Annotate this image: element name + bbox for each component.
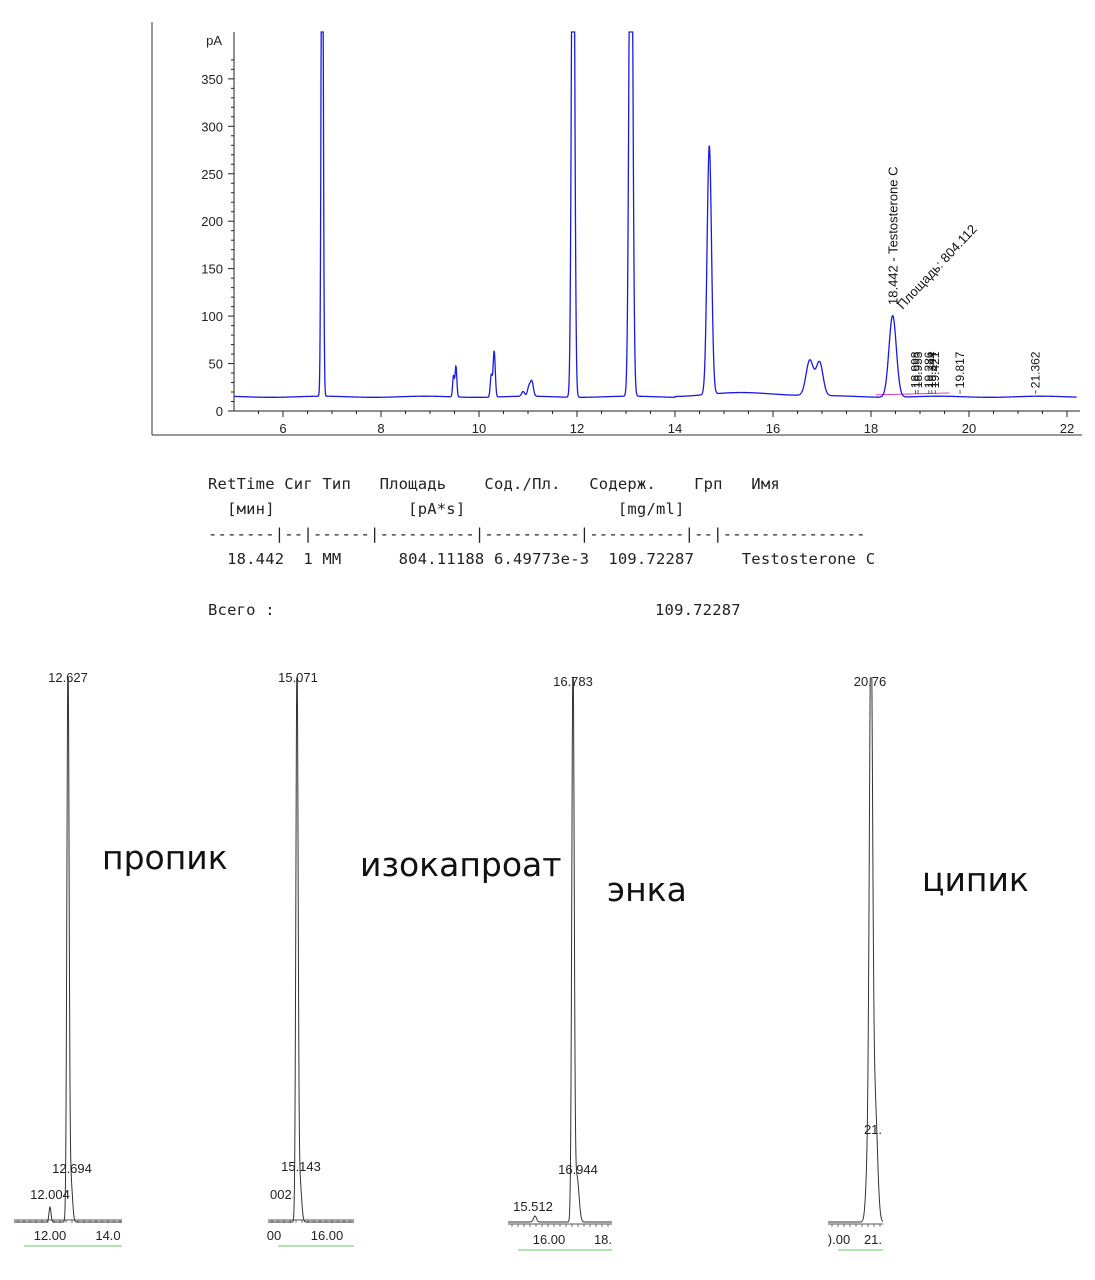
signal-trace — [233, 31, 1077, 398]
x-tick-label: 22 — [1060, 421, 1074, 436]
mini-peak-label: 12.694 — [52, 1161, 92, 1176]
mini-chromatogram-enka: 16.783 16.944 15.512 16.00 18. — [508, 674, 612, 1251]
mini-trace — [828, 677, 884, 1223]
x-tick-label: 20 — [962, 421, 976, 436]
report-total-value: 109.72287 — [655, 601, 741, 619]
x-tick-label: 8 — [377, 421, 384, 436]
small-peak-label: 19.817 — [953, 351, 967, 388]
small-peak-label: 18.953 — [911, 351, 925, 388]
mini-axis-label: 12.00 — [34, 1228, 67, 1243]
y-tick-label: 350 — [201, 72, 223, 87]
mini-trace — [268, 677, 354, 1223]
mini-peak-label: 21. — [864, 1122, 882, 1137]
mini-peak-label: 15.512 — [513, 1199, 553, 1214]
small-peak-label: 19.421 — [928, 351, 942, 388]
x-tick-label: 14 — [668, 421, 682, 436]
mini-axis-label: 16.00 — [533, 1232, 566, 1247]
report-units-row: [мин] [pA*s] [mg/ml] — [208, 500, 685, 518]
x-tick-label: 10 — [472, 421, 486, 436]
label-isocaproate: изокапроат — [360, 845, 562, 884]
report-data-row: 18.442 1 MM 804.11188 6.49773e-3 109.722… — [208, 550, 876, 568]
y-tick-label: 0 — [216, 404, 223, 419]
mini-chromatogram-propik: 12.627 12.694 12.004 12.00 14.0 — [14, 670, 122, 1247]
x-tick-label: 18 — [864, 421, 878, 436]
mini-peak-label: 16.783 — [553, 674, 593, 689]
mini-peak-label: 12.004 — [30, 1187, 70, 1202]
y-tick-label: 100 — [201, 309, 223, 324]
y-tick-label: 200 — [201, 214, 223, 229]
mini-peak-label: 15.071 — [278, 670, 318, 685]
y-tick-label: 150 — [201, 262, 223, 277]
chart-axes: 0 50 100 150 200 250 300 350 pA 6 8 10 12 14 16 18 20 22 — [151, 22, 1082, 436]
small-peak-label: 21.362 — [1029, 351, 1043, 388]
mini-trace — [508, 677, 612, 1223]
label-enka: энка — [607, 870, 687, 909]
mini-peak-label: 15.143 — [281, 1159, 321, 1174]
y-tick-label: 300 — [201, 119, 223, 134]
label-cipik: ципик — [922, 860, 1029, 899]
mini-chromatogram-cipik: 20.76 21. ).00 21. — [828, 674, 887, 1251]
small-peak-label: 19.344 — [925, 351, 939, 388]
peak-area-label: Площадь: 804.112 — [894, 221, 980, 312]
x-tick-label: 16 — [766, 421, 780, 436]
integration-baseline — [875, 392, 950, 396]
mini-axis-label: 21. — [864, 1232, 882, 1247]
mini-trace — [14, 677, 122, 1223]
mini-peak-label: 002 — [270, 1187, 292, 1202]
small-peak-label: 18.998 — [909, 351, 923, 388]
y-tick-label: 50 — [209, 357, 223, 372]
report-total-label: Всего : — [208, 601, 275, 619]
mini-axis-label: 14.0 — [95, 1228, 120, 1243]
mini-peak-label: 20.76 — [854, 674, 887, 689]
y-axis-label: pA — [206, 33, 222, 48]
mini-chromatogram-isocaproate: 15.071 15.143 002 00 16.00 — [267, 670, 354, 1247]
mini-axis-label: 00 — [267, 1228, 281, 1243]
chart-trace — [233, 31, 1077, 398]
x-tick-label: 6 — [279, 421, 286, 436]
small-peak-label: 19.286 — [922, 351, 936, 388]
y-tick-label: 250 — [201, 167, 223, 182]
mini-axis-label: ).00 — [828, 1232, 850, 1247]
mini-axis-label: 18. — [594, 1232, 612, 1247]
report-divider: -------|--|------|----------|----------|… — [208, 525, 866, 543]
mini-axis-label: 16.00 — [311, 1228, 344, 1243]
mini-peak-label: 16.944 — [558, 1162, 598, 1177]
mini-peak-label: 12.627 — [48, 670, 88, 685]
peak-label-testosterone: 18.442 - Testosterone C — [886, 166, 901, 305]
x-tick-label: 12 — [570, 421, 584, 436]
report-header-row: RetTime Сиг Тип Площадь Сод./Пл. Содерж.… — [208, 475, 780, 493]
label-propik: пропик — [102, 838, 228, 877]
